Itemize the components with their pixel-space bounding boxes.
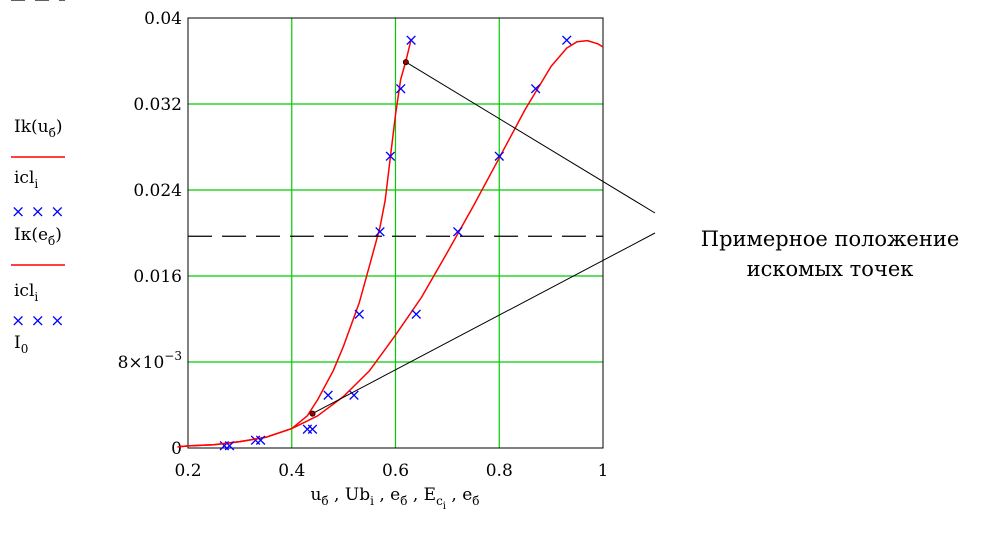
x-tick-label: 1 [598, 461, 609, 481]
chart-series: × ××××××××× ×××××××× [177, 31, 604, 456]
legend-label: Iк(eб) [14, 225, 62, 248]
series-point: × [248, 430, 262, 450]
series-point: × [222, 436, 236, 456]
series-point: × [347, 385, 361, 405]
y-tick-label: 0.024 [133, 181, 182, 201]
series-point: × [305, 420, 319, 440]
series-point: × [560, 31, 574, 51]
series-point: × [404, 31, 418, 51]
x-axis-label: uб , Ubi , eб , Eci , eб [310, 485, 479, 512]
series-line [177, 39, 412, 448]
series-point: × [254, 430, 268, 450]
leader-line [405, 61, 656, 214]
marked-point [309, 410, 316, 417]
series-point: × [300, 420, 314, 440]
series-point: × [217, 436, 231, 456]
series-point: × [383, 147, 397, 167]
plot-frame [187, 17, 604, 449]
series-point: × [528, 79, 542, 99]
series-line [177, 39, 604, 448]
series-point: × [394, 79, 408, 99]
series-point: × [373, 222, 387, 242]
x-tick-label: 0.4 [278, 461, 305, 481]
legend-label: icli [14, 168, 38, 191]
series-point: × [409, 305, 423, 325]
y-tick-label: 0 [171, 439, 182, 459]
annotation-line-1: Примерное положение [701, 227, 960, 251]
y-tick-label: 0.04 [144, 9, 182, 29]
axis-tick-labels: 0.2 0.4 0.6 0.8 1 0 8×10−3 0.016 0.024 0.032 0.04 [118, 9, 609, 481]
series-point: × [321, 385, 335, 405]
legend-label: icli [14, 281, 38, 304]
legend-swatch-markers: × × × [11, 202, 65, 222]
series-point: × [352, 305, 366, 325]
annotation: Примерное положение искомых точек [309, 59, 960, 417]
x-tick-label: 0.6 [382, 461, 409, 481]
annotation-line-2: искомых точек [747, 257, 914, 281]
legend-swatch-markers: × × × [11, 311, 65, 331]
plot-border [187, 17, 604, 449]
y-tick-label: 8×10−3 [118, 349, 182, 373]
legend-label: I0 [14, 333, 28, 356]
x-tick-label: 0.8 [486, 461, 513, 481]
leader-line [312, 232, 656, 415]
y-tick-label: 0.016 [133, 267, 182, 287]
chart-grid [188, 18, 603, 448]
y-tick-label: 0.032 [133, 95, 182, 115]
series-point: × [451, 222, 465, 242]
series-point: × [492, 147, 506, 167]
legend: Ik(uб)icli× × ×Iк(eб)icli× × ×I0 [11, 0, 65, 356]
x-axis-label-text: uб , Ubi , eб , Eci , eб [310, 485, 479, 512]
x-tick-label: 0.2 [174, 461, 201, 481]
marked-point [402, 59, 409, 66]
legend-label: Ik(uб) [14, 117, 62, 140]
